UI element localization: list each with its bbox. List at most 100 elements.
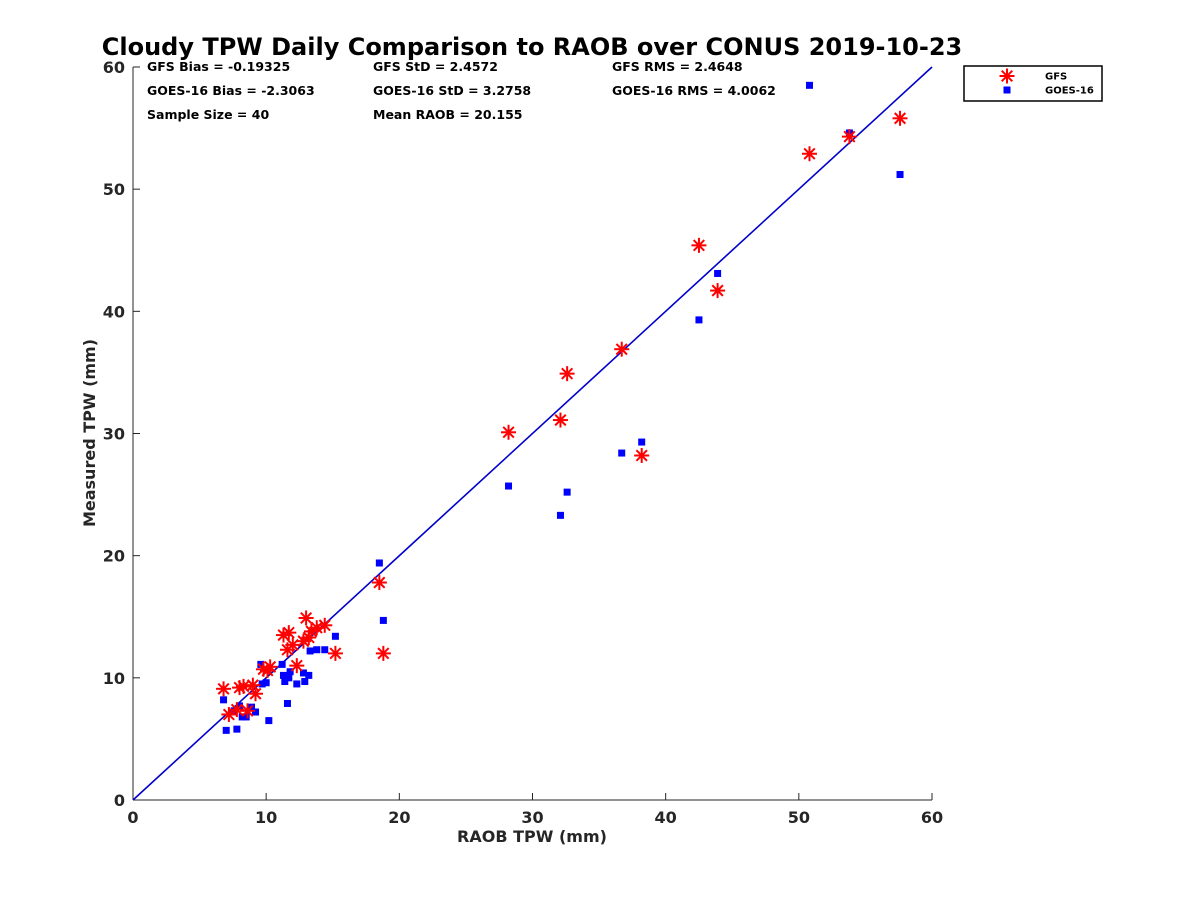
goes16-point xyxy=(301,677,309,685)
goes16-point xyxy=(230,707,238,715)
gfs-point xyxy=(221,706,237,722)
goes16-point xyxy=(257,660,265,668)
gfs-point xyxy=(289,658,305,674)
x-tick-label: 50 xyxy=(788,808,810,827)
stat-text: GOES-16 RMS = 4.0062 xyxy=(612,83,776,98)
gfs-point xyxy=(327,645,343,661)
goes16-point xyxy=(638,438,646,446)
x-tick-label: 0 xyxy=(127,808,138,827)
gfs-point xyxy=(552,412,568,428)
gfs-point xyxy=(614,341,630,357)
legend-gfs-marker xyxy=(999,68,1015,84)
gfs-point xyxy=(240,703,256,719)
goes16-point xyxy=(299,669,307,677)
goes16-point xyxy=(281,677,289,685)
one-to-one-reference-line xyxy=(132,66,933,801)
legend: GFS GOES-16 xyxy=(963,65,1103,102)
goes16-point xyxy=(321,646,329,654)
goes16-point xyxy=(238,713,246,721)
gfs-point xyxy=(691,237,707,253)
goes16-point xyxy=(331,632,339,640)
stat-text: GFS StD = 2.4572 xyxy=(373,59,498,74)
y-tick-label: 50 xyxy=(103,180,125,199)
goes16-point xyxy=(258,680,266,688)
stat-text: GFS RMS = 2.4648 xyxy=(612,59,743,74)
goes16-point xyxy=(563,488,571,496)
y-tick-label: 60 xyxy=(103,58,125,77)
gfs-point xyxy=(298,610,314,626)
data-series xyxy=(216,81,908,734)
goes16-point xyxy=(220,696,228,704)
goes16-point xyxy=(279,671,287,679)
y-axis-label: Measured TPW (mm) xyxy=(80,339,99,527)
goes16-point xyxy=(805,81,813,89)
goes16-point xyxy=(242,713,250,721)
y-tick-label: 10 xyxy=(103,669,125,688)
gfs-point xyxy=(892,110,908,126)
goes16-point xyxy=(293,680,301,688)
chart-title: Cloudy TPW Daily Comparison to RAOB over… xyxy=(102,33,962,61)
gfs-point xyxy=(262,659,278,675)
series-goes-16 xyxy=(220,81,904,734)
goes16-point xyxy=(306,647,314,655)
gfs-point xyxy=(285,637,301,653)
goes16-point xyxy=(379,616,387,624)
goes16-point xyxy=(262,679,270,687)
y-axis-ticks: 0 10 20 30 40 50 60 xyxy=(103,58,140,810)
goes16-point xyxy=(278,660,286,668)
goes16-point xyxy=(505,482,513,490)
series-gfs xyxy=(216,110,908,722)
y-tick-label: 20 xyxy=(103,547,125,566)
gfs-point xyxy=(841,129,857,145)
goes16-point xyxy=(233,725,241,733)
goes16-point xyxy=(305,671,313,679)
statistics-block: GFS Bias = -0.19325 GFS StD = 2.4572 GFS R… xyxy=(147,59,776,122)
gfs-point xyxy=(501,424,517,440)
gfs-point xyxy=(371,575,387,591)
gfs-point xyxy=(248,686,264,702)
legend-label: GFS xyxy=(1045,72,1067,83)
stat-text: GOES-16 Bias = -2.3063 xyxy=(147,83,315,98)
y-tick-label: 40 xyxy=(103,302,125,321)
stat-text: Mean RAOB = 20.155 xyxy=(373,107,522,122)
gfs-point xyxy=(281,625,297,641)
gfs-point xyxy=(216,681,232,697)
stat-text: Sample Size = 40 xyxy=(147,107,269,122)
goes16-point xyxy=(375,559,383,567)
goes16-point xyxy=(252,708,260,716)
goes16-point xyxy=(556,511,564,519)
goes16-point xyxy=(313,646,321,654)
goes16-point xyxy=(714,269,722,277)
legend-goes16-marker xyxy=(1003,86,1011,94)
goes16-point xyxy=(285,674,293,682)
goes16-point xyxy=(222,726,230,734)
gfs-point xyxy=(309,620,325,636)
goes16-point xyxy=(286,668,294,676)
legend-label: GOES-16 xyxy=(1045,86,1094,97)
gfs-point xyxy=(317,617,333,633)
gfs-point xyxy=(801,146,817,162)
gfs-point xyxy=(375,645,391,661)
goes16-point xyxy=(896,171,904,179)
x-tick-label: 20 xyxy=(388,808,410,827)
goes16-point xyxy=(695,316,703,324)
x-axis-ticks: 0 10 20 30 40 50 60 xyxy=(127,793,943,827)
gfs-point xyxy=(559,366,575,382)
gfs-point xyxy=(710,283,726,299)
legend-box xyxy=(963,65,1103,102)
y-tick-label: 0 xyxy=(114,791,125,810)
y-tick-label: 30 xyxy=(103,425,125,444)
goes16-point xyxy=(283,699,291,707)
x-tick-label: 60 xyxy=(921,808,943,827)
gfs-point xyxy=(634,447,650,463)
goes16-point xyxy=(265,717,273,725)
stat-text: GOES-16 StD = 3.2758 xyxy=(373,83,531,98)
goes16-point xyxy=(618,449,626,457)
x-tick-label: 40 xyxy=(655,808,677,827)
x-tick-label: 30 xyxy=(521,808,543,827)
x-tick-label: 10 xyxy=(255,808,277,827)
gfs-point xyxy=(229,702,245,718)
x-axis-label: RAOB TPW (mm) xyxy=(457,827,607,846)
stat-text: GFS Bias = -0.19325 xyxy=(147,59,290,74)
